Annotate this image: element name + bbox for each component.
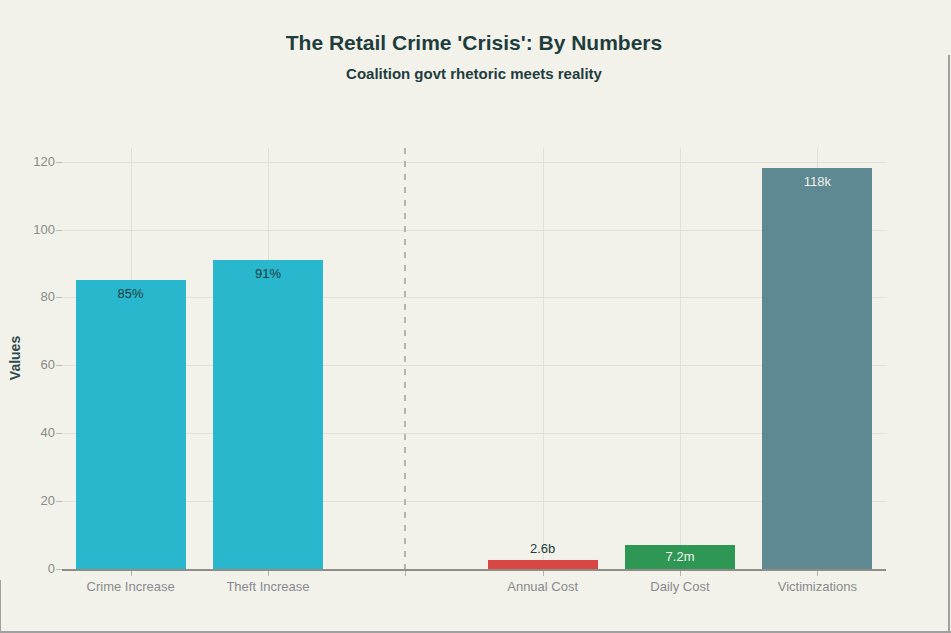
- bar-victimizations[interactable]: [762, 168, 872, 569]
- y-axis-tick: [56, 501, 62, 502]
- y-axis-tick: [56, 162, 62, 163]
- y-axis-tick: [56, 433, 62, 434]
- y-axis-tick: [56, 365, 62, 366]
- x-axis-tick: [680, 571, 681, 576]
- y-axis-tick: [56, 230, 62, 231]
- vertical-gridline: [543, 148, 544, 569]
- bar-theft-increase[interactable]: [213, 260, 323, 569]
- x-axis-line: [62, 569, 886, 571]
- bar-crime-increase[interactable]: [76, 280, 186, 569]
- y-axis-tick-label: 80: [0, 289, 55, 304]
- y-axis-tick-label: 0: [0, 561, 55, 576]
- group-separator-line: [404, 148, 406, 569]
- category-label: Victimizations: [749, 579, 886, 594]
- bar-value-label: 118k: [762, 174, 872, 189]
- category-label: Daily Cost: [611, 579, 748, 594]
- y-axis-tick-label: 20: [0, 493, 55, 508]
- vertical-gridline: [680, 148, 681, 569]
- y-axis-tick-label: 40: [0, 425, 55, 440]
- window-edge-right: [948, 55, 950, 633]
- plot-area: 0 20 40 60 80 100 120 85% Crime Increase 91% Theft…: [0, 0, 951, 633]
- category-label: Theft Increase: [199, 579, 336, 594]
- horizontal-gridline: [62, 162, 886, 163]
- x-axis-tick: [543, 571, 544, 576]
- bar-value-label: 85%: [76, 286, 186, 301]
- x-axis-tick: [817, 571, 818, 576]
- x-axis-tick: [268, 571, 269, 576]
- x-axis-tick: [405, 571, 406, 576]
- y-axis-tick-label: 60: [0, 357, 55, 372]
- y-axis-tick-label: 100: [0, 222, 55, 237]
- category-label: Annual Cost: [474, 579, 611, 594]
- category-label: Crime Increase: [62, 579, 199, 594]
- bar-value-label: 2.6b: [488, 541, 598, 556]
- x-axis-tick: [131, 571, 132, 576]
- bar-value-label: 7.2m: [625, 549, 735, 564]
- bar-annual-cost[interactable]: [488, 560, 598, 569]
- y-axis-tick-label: 120: [0, 154, 55, 169]
- bar-value-label: 91%: [213, 266, 323, 281]
- window-edge-left: [0, 580, 1, 633]
- y-axis-tick: [56, 297, 62, 298]
